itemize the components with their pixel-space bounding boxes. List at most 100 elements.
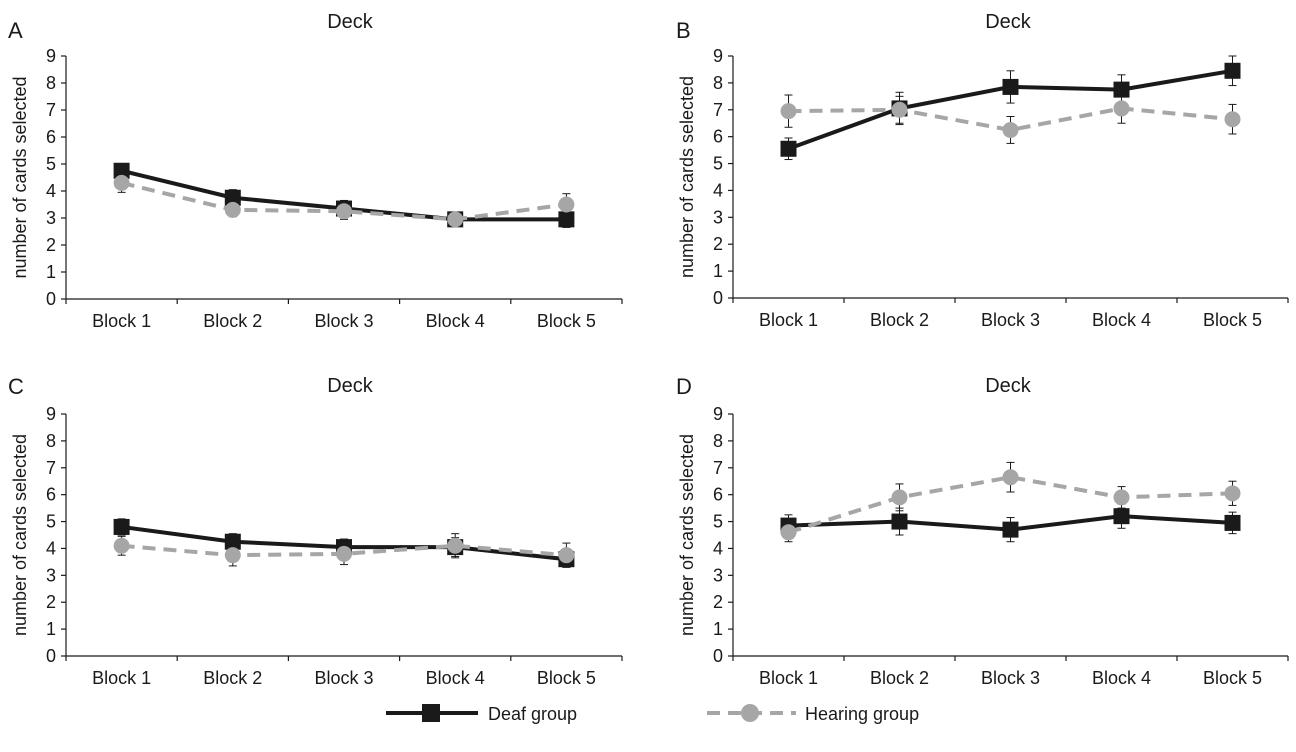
x-tick-label: Block 2 <box>870 310 929 330</box>
x-tick-label: Block 2 <box>870 668 929 688</box>
deaf-point <box>1224 514 1241 531</box>
hearing-series-line <box>787 475 1233 535</box>
hearing-point <box>780 524 797 541</box>
panel-letter: D <box>676 374 692 399</box>
x-tick-label: Block 5 <box>1203 668 1262 688</box>
hearing-point <box>1224 485 1241 502</box>
y-tick-label: 6 <box>46 127 56 147</box>
panel-title: Deck <box>985 375 1032 397</box>
y-tick-label: 3 <box>46 565 56 585</box>
panel-a: A Deck number of cards selected 0 1 2 3 4 5 6 7 8 9 B… <box>8 11 623 331</box>
x-tick-label: Block 1 <box>759 310 818 330</box>
deaf-point <box>113 518 130 535</box>
hearing-point <box>113 537 130 554</box>
y-tick-label: 2 <box>713 234 723 254</box>
deaf-point <box>1002 78 1019 95</box>
panels-group: A Deck number of cards selected 0 1 2 3 4 5 6 7 8 9 B… <box>8 11 1289 688</box>
hearing-point <box>447 537 464 554</box>
y-tick-label: 5 <box>46 154 56 174</box>
y-axis-label: number of cards selected <box>10 76 30 278</box>
hearing-series-line <box>788 106 1233 132</box>
x-tick-label: Block 5 <box>537 668 596 688</box>
legend-deaf-label: Deaf group <box>488 704 577 724</box>
y-tick-label: 4 <box>713 538 723 558</box>
panel-title: Deck <box>327 375 374 397</box>
y-tick-label: 6 <box>46 485 56 505</box>
legend-deaf-marker <box>422 704 440 722</box>
deaf-point <box>558 211 575 228</box>
legend-hearing-label: Hearing group <box>805 704 919 724</box>
y-tick-label: 7 <box>46 458 56 478</box>
legend: Deaf group Hearing group <box>386 704 919 724</box>
x-tick-label: Block 3 <box>981 310 1040 330</box>
y-tick-label: 9 <box>46 46 56 66</box>
x-tick-label: Block 3 <box>314 668 373 688</box>
y-tick-label: 8 <box>713 431 723 451</box>
panel-title: Deck <box>327 11 374 33</box>
x-tick-label: Block 4 <box>426 311 485 331</box>
deaf-point <box>780 140 797 157</box>
x-tick-label: Block 3 <box>981 668 1040 688</box>
y-axis-label: number of cards selected <box>677 434 697 636</box>
y-tick-label: 5 <box>713 512 723 532</box>
panel-letter: A <box>8 18 23 43</box>
y-tick-label: 0 <box>46 646 56 666</box>
y-axis-label: number of cards selected <box>677 76 697 278</box>
deaf-point <box>891 513 908 530</box>
deaf-point <box>1113 508 1130 525</box>
y-axis-label: number of cards selected <box>10 434 30 636</box>
y-tick-label: 1 <box>713 619 723 639</box>
hearing-point <box>336 545 352 562</box>
x-tick-label: Block 2 <box>203 668 262 688</box>
x-tick-label: Block 1 <box>759 668 818 688</box>
panel-d: D Deck number of cards selected 0 1 2 3 4 5 6 7 8 9 B… <box>676 374 1289 688</box>
legend-hearing-marker <box>741 704 759 722</box>
y-tick-label: 2 <box>46 235 56 255</box>
x-tick-label: Block 4 <box>426 668 485 688</box>
hearing-point <box>1002 469 1019 486</box>
hearing-point <box>224 547 241 564</box>
hearing-point <box>113 174 130 191</box>
x-tick-label: Block 5 <box>537 311 596 331</box>
deaf-point <box>113 162 130 179</box>
hearing-point <box>1002 121 1019 138</box>
y-tick-label: 5 <box>46 512 56 532</box>
deaf-point <box>1224 62 1241 79</box>
panel-b: B Deck number of cards selected 0 1 2 3 4 5 6 7 8 9 B… <box>676 11 1289 330</box>
hearing-point <box>558 547 575 564</box>
y-tick-label: 0 <box>713 646 723 666</box>
y-tick-label: 8 <box>46 431 56 451</box>
y-tick-label: 0 <box>713 288 723 308</box>
x-tick-label: Block 3 <box>314 311 373 331</box>
hearing-point <box>891 489 908 506</box>
hearing-point <box>224 201 241 218</box>
y-tick-label: 3 <box>46 208 56 228</box>
y-tick-label: 1 <box>713 261 723 281</box>
y-tick-label: 4 <box>713 180 723 200</box>
hearing-point <box>336 203 352 220</box>
y-tick-label: 8 <box>713 73 723 93</box>
y-tick-label: 2 <box>46 592 56 612</box>
deaf-point <box>1002 521 1019 538</box>
y-tick-label: 7 <box>713 100 723 120</box>
hearing-point <box>447 211 464 228</box>
y-tick-label: 6 <box>713 485 723 505</box>
y-tick-label: 3 <box>713 207 723 227</box>
y-tick-label: 8 <box>46 73 56 93</box>
panel-c: C Deck number of cards selected 0 1 2 3 4 5 6 7 8 9 B… <box>8 374 623 688</box>
y-tick-label: 4 <box>46 181 56 201</box>
y-tick-label: 1 <box>46 262 56 282</box>
x-tick-label: Block 4 <box>1092 310 1151 330</box>
y-tick-label: 2 <box>713 592 723 612</box>
x-tick-label: Block 4 <box>1092 668 1151 688</box>
y-tick-label: 0 <box>46 289 56 309</box>
panel-title: Deck <box>985 11 1032 33</box>
hearing-point <box>891 101 908 118</box>
hearing-point <box>1224 111 1241 128</box>
y-tick-label: 9 <box>713 46 723 66</box>
y-tick-label: 5 <box>713 154 723 174</box>
x-tick-label: Block 1 <box>92 311 151 331</box>
y-tick-label: 4 <box>46 538 56 558</box>
x-tick-label: Block 1 <box>92 668 151 688</box>
